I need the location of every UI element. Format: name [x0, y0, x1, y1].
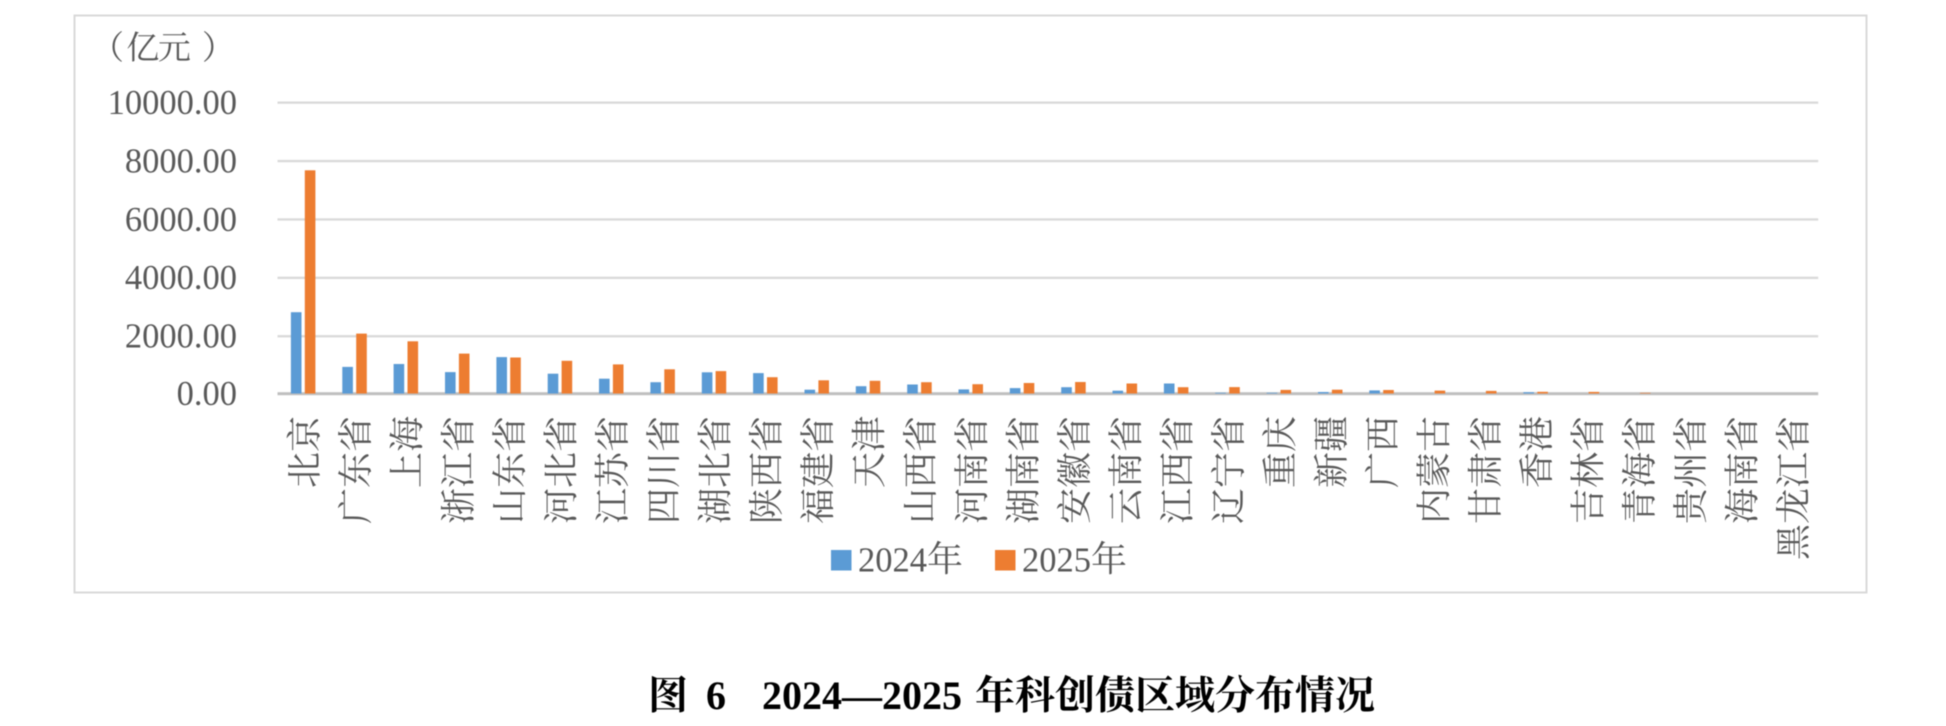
svg-text:2024—2025: 2024—2025 — [762, 673, 962, 718]
svg-text:8000.00: 8000.00 — [125, 142, 237, 180]
svg-text:2000.00: 2000.00 — [125, 318, 237, 356]
svg-text:6: 6 — [706, 673, 726, 718]
svg-text:6000.00: 6000.00 — [125, 201, 237, 239]
svg-text:2024: 2024 — [858, 542, 927, 580]
svg-text:2025: 2025 — [1022, 542, 1091, 580]
svg-text:0.00: 0.00 — [177, 375, 237, 413]
svg-text:4000.00: 4000.00 — [125, 259, 237, 297]
svg-text:10000.00: 10000.00 — [108, 84, 237, 122]
